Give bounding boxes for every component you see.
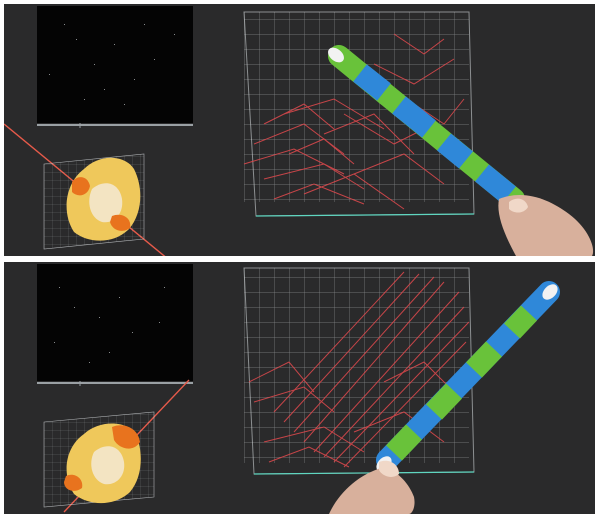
fiber-cloud <box>243 33 465 210</box>
panel-bottom <box>4 262 595 514</box>
volume-grid <box>243 267 475 475</box>
overview-model <box>43 411 155 508</box>
hand-icon <box>498 194 594 256</box>
scene-top <box>4 6 594 256</box>
slice-view <box>37 264 193 386</box>
fiber-cloud <box>248 271 470 468</box>
stick-controller-icon <box>328 45 525 210</box>
volume-grid <box>243 11 475 217</box>
slice-view <box>37 6 193 128</box>
scene-bottom <box>37 264 560 514</box>
panel-top <box>4 4 595 256</box>
hand-icon <box>329 460 415 514</box>
overview-model <box>43 153 145 250</box>
